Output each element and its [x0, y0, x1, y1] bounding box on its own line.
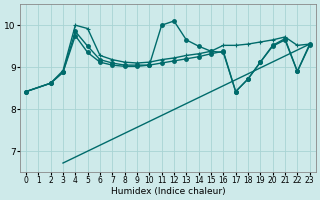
X-axis label: Humidex (Indice chaleur): Humidex (Indice chaleur) [110, 187, 225, 196]
